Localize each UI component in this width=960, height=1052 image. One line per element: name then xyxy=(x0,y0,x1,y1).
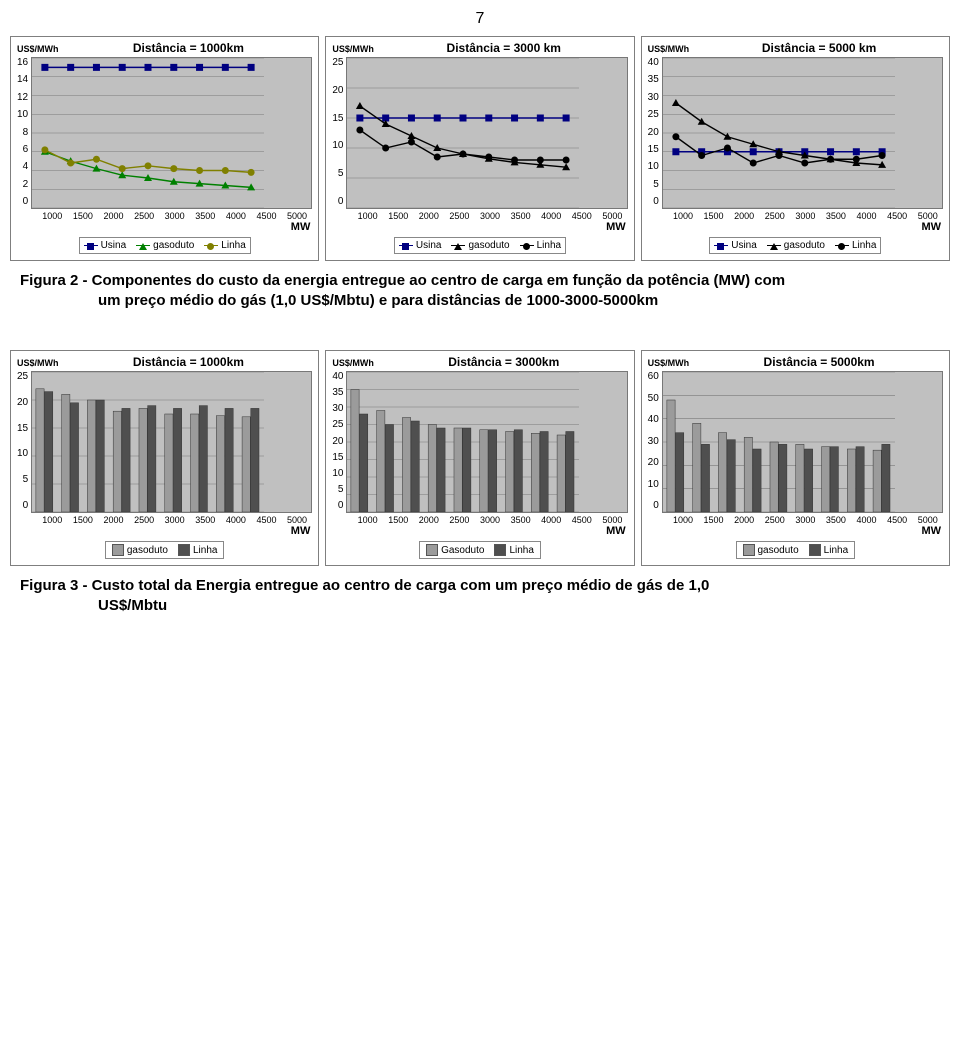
legend-item-gasoduto: gasoduto xyxy=(112,544,168,556)
caption3-line2: US$/Mbtu xyxy=(20,596,940,616)
plot-area xyxy=(31,371,312,513)
legend-item-Usina: Usina xyxy=(399,240,442,251)
legend-item-Usina: Usina xyxy=(714,240,757,251)
legend-item-gasoduto: gasoduto xyxy=(743,544,799,556)
mw-label: MW xyxy=(332,525,625,537)
caption3-line1: Figura 3 - Custo total da Energia entreg… xyxy=(20,577,709,594)
y-axis: 2520151050 xyxy=(332,57,346,207)
legend-item-Gasoduto: Gasoduto xyxy=(426,544,484,556)
legend-item-Linha: Linha xyxy=(520,240,561,251)
chart-title: Distância = 5000km xyxy=(695,355,943,369)
y-axis: 1614121086420 xyxy=(17,57,31,207)
mw-label: MW xyxy=(17,525,310,537)
legend: gasoduto Linha xyxy=(736,541,856,559)
legend: Usina gasoduto Linha xyxy=(79,237,251,254)
line-charts-row: US$/MWh Distância = 1000km 1614121086420… xyxy=(10,36,950,261)
caption2-line1: Figura 2 - Componentes do custo da energ… xyxy=(20,272,785,289)
legend-item-Linha: Linha xyxy=(204,240,245,251)
y-axis: 4035302520151050 xyxy=(648,57,662,207)
figure2-caption: Figura 2 - Componentes do custo da energ… xyxy=(20,271,940,310)
plot-area xyxy=(346,57,627,209)
line-chart-0: US$/MWh Distância = 1000km 1614121086420… xyxy=(10,36,319,261)
bar-chart-0: US$/MWh Distância = 1000km 2520151050 10… xyxy=(10,350,319,566)
figure3-caption: Figura 3 - Custo total da Energia entreg… xyxy=(20,576,940,615)
plot-area xyxy=(31,57,312,209)
legend: Usina gasoduto Linha xyxy=(394,237,566,254)
legend-item-gasoduto: gasoduto xyxy=(767,240,825,251)
y-axis: 6050403020100 xyxy=(648,371,662,511)
x-axis: 100015002000250030003500400045005000 xyxy=(668,515,943,525)
ylabel: US$/MWh xyxy=(332,44,374,54)
ylabel: US$/MWh xyxy=(648,358,690,368)
legend-item-Linha: Linha xyxy=(494,544,533,556)
chart-title: Distância = 5000 km xyxy=(695,41,943,55)
chart-title: Distância = 3000 km xyxy=(380,41,628,55)
bar-chart-2: US$/MWh Distância = 5000km 6050403020100… xyxy=(641,350,950,566)
plot-area xyxy=(346,371,627,513)
legend: Usina gasoduto Linha xyxy=(709,237,881,254)
mw-label: MW xyxy=(648,221,941,233)
legend-item-gasoduto: gasoduto xyxy=(136,240,194,251)
mw-label: MW xyxy=(648,525,941,537)
legend-item-Linha: Linha xyxy=(178,544,217,556)
plot-area xyxy=(662,371,943,513)
legend: gasoduto Linha xyxy=(105,541,225,559)
x-axis: 100015002000250030003500400045005000 xyxy=(352,515,627,525)
line-chart-1: US$/MWh Distância = 3000 km 2520151050 1… xyxy=(325,36,634,261)
chart-title: Distância = 1000km xyxy=(65,41,313,55)
x-axis: 100015002000250030003500400045005000 xyxy=(352,211,627,221)
page-number: 7 xyxy=(10,10,950,28)
legend-item-Usina: Usina xyxy=(84,240,127,251)
mw-label: MW xyxy=(332,221,625,233)
x-axis: 100015002000250030003500400045005000 xyxy=(668,211,943,221)
caption2-line2: um preço médio do gás (1,0 US$/Mbtu) e p… xyxy=(20,291,940,311)
legend-item-Linha: Linha xyxy=(835,240,876,251)
chart-title: Distância = 3000km xyxy=(380,355,628,369)
bar-charts-row: US$/MWh Distância = 1000km 2520151050 10… xyxy=(10,350,950,566)
legend: Gasoduto Linha xyxy=(419,541,541,559)
legend-item-gasoduto: gasoduto xyxy=(451,240,509,251)
chart-title: Distância = 1000km xyxy=(65,355,313,369)
ylabel: US$/MWh xyxy=(17,358,59,368)
legend-item-Linha: Linha xyxy=(809,544,848,556)
ylabel: US$/MWh xyxy=(17,44,59,54)
bar-chart-1: US$/MWh Distância = 3000km 4035302520151… xyxy=(325,350,634,566)
ylabel: US$/MWh xyxy=(648,44,690,54)
y-axis: 2520151050 xyxy=(17,371,31,511)
mw-label: MW xyxy=(17,221,310,233)
plot-area xyxy=(662,57,943,209)
line-chart-2: US$/MWh Distância = 5000 km 403530252015… xyxy=(641,36,950,261)
x-axis: 100015002000250030003500400045005000 xyxy=(37,211,312,221)
ylabel: US$/MWh xyxy=(332,358,374,368)
x-axis: 100015002000250030003500400045005000 xyxy=(37,515,312,525)
y-axis: 4035302520151050 xyxy=(332,371,346,511)
